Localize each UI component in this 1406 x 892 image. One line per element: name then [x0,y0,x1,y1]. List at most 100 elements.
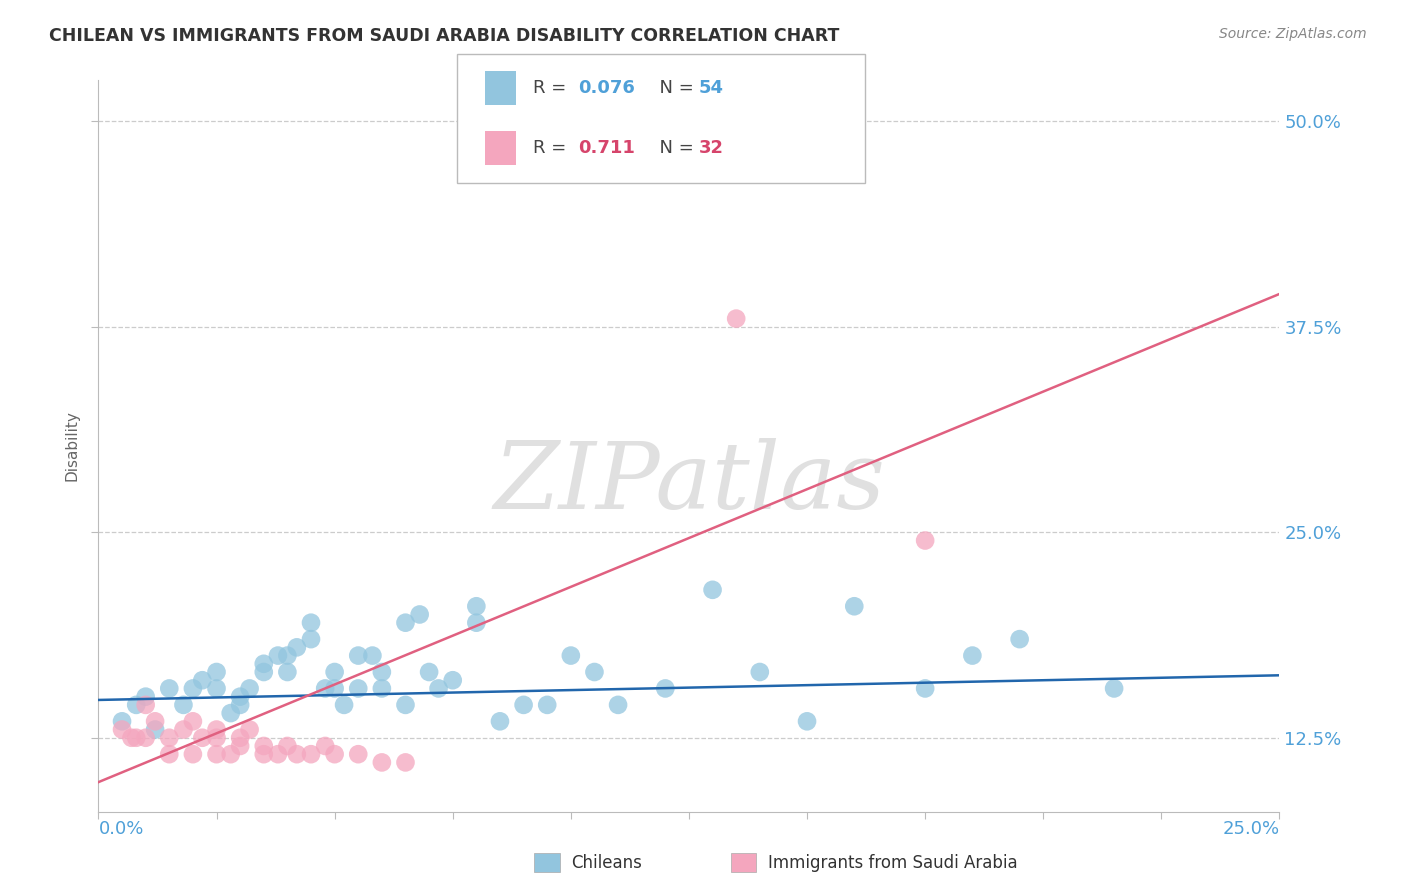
Point [285,640,308,655]
Point [205,681,228,696]
Text: N =: N = [648,79,700,97]
Point [229,698,252,712]
Point [253,657,276,671]
Point [143,723,166,737]
Point [299,615,322,630]
Text: ZIPatlas: ZIPatlas [494,438,884,527]
Point [314,681,336,696]
Point [276,665,298,679]
Point [205,665,228,679]
Point [962,648,984,663]
Point [239,723,262,737]
Point [229,731,252,745]
Text: Immigrants from Saudi Arabia: Immigrants from Saudi Arabia [768,854,1018,871]
Point [253,665,276,679]
Point [299,747,322,762]
Point [125,698,148,712]
Point [465,599,488,614]
Point [394,698,416,712]
Text: R =: R = [533,139,578,157]
Point [135,698,157,712]
Point [267,648,290,663]
Point [172,698,194,712]
Point [560,648,582,663]
Point [276,648,298,663]
Text: Chileans: Chileans [571,854,641,871]
Point [285,747,308,762]
Point [181,681,204,696]
Point [748,665,770,679]
Point [323,681,346,696]
Point [229,739,252,753]
Point [1008,632,1031,647]
Point [347,681,370,696]
Point [299,632,322,647]
Text: N =: N = [648,139,700,157]
Text: 0.076: 0.076 [578,79,634,97]
Point [157,681,180,696]
Point [725,311,748,326]
Point [323,747,346,762]
Point [181,714,204,729]
Point [347,648,370,663]
Point [323,665,346,679]
Text: 32: 32 [699,139,724,157]
Point [536,698,558,712]
Point [181,747,204,762]
Point [111,714,134,729]
Text: R =: R = [533,79,578,97]
Text: 0.0%: 0.0% [98,820,143,838]
Text: 25.0%: 25.0% [1222,820,1279,838]
Point [394,615,416,630]
Point [583,665,606,679]
Point [361,648,384,663]
Point [465,615,488,630]
Point [135,731,157,745]
Text: CHILEAN VS IMMIGRANTS FROM SAUDI ARABIA DISABILITY CORRELATION CHART: CHILEAN VS IMMIGRANTS FROM SAUDI ARABIA … [49,27,839,45]
Point [135,690,157,704]
Point [1102,681,1125,696]
Point [205,723,228,737]
Point [347,747,370,762]
Point [441,673,464,688]
Point [654,681,676,696]
Point [314,739,336,753]
Point [489,714,512,729]
Point [796,714,818,729]
Point [239,681,262,696]
Point [205,747,228,762]
Point [702,582,724,597]
Point [253,747,276,762]
Point [394,756,416,770]
Point [191,731,214,745]
Point [219,706,242,720]
Point [157,747,180,762]
Point [607,698,630,712]
Point [333,698,356,712]
Point [191,673,214,688]
Point [121,731,143,745]
Point [276,739,298,753]
Point [844,599,866,614]
Point [267,747,290,762]
Point [371,756,394,770]
Text: 54: 54 [699,79,724,97]
Point [427,681,450,696]
Point [914,533,936,548]
Point [219,747,242,762]
Point [205,731,228,745]
Y-axis label: Disability: Disability [65,410,80,482]
Point [408,607,430,622]
Text: Source: ZipAtlas.com: Source: ZipAtlas.com [1219,27,1367,41]
Point [418,665,440,679]
Point [172,723,194,737]
Point [143,714,166,729]
Point [253,739,276,753]
Point [371,681,394,696]
Point [125,731,148,745]
Point [512,698,534,712]
Text: 0.711: 0.711 [578,139,634,157]
Point [229,690,252,704]
Point [157,731,180,745]
Point [111,723,134,737]
